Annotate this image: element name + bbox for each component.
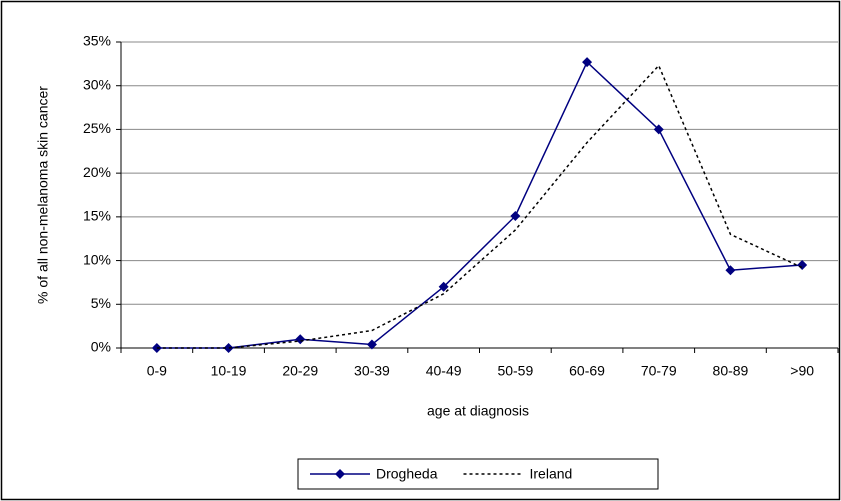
x-tick-label: 20-29	[282, 363, 318, 379]
y-tick-label: 35%	[83, 33, 111, 49]
x-tick-label: 60-69	[569, 363, 605, 379]
legend-label: Drogheda	[376, 466, 438, 482]
x-tick-label: 50-59	[497, 363, 533, 379]
x-tick-label: 30-39	[354, 363, 390, 379]
data-point	[438, 281, 449, 292]
x-tick-label: 40-49	[426, 363, 462, 379]
x-tick-label: >90	[790, 363, 814, 379]
series-line	[156, 60, 803, 349]
y-axis-title: % of all non-melanoma skin cancer	[35, 86, 51, 304]
x-tick-label: 0-9	[147, 363, 167, 379]
y-tick-label: 10%	[83, 251, 111, 267]
data-point	[366, 339, 377, 350]
y-tick-label: 20%	[83, 164, 111, 180]
y-tick-label: 5%	[91, 295, 111, 311]
x-axis-title: age at diagnosis	[427, 403, 529, 419]
legend-marker	[335, 469, 345, 479]
y-tick-label: 30%	[83, 76, 111, 92]
x-tick-label: 10-19	[211, 363, 247, 379]
data-point	[797, 259, 808, 270]
data-point	[653, 124, 664, 135]
data-point	[223, 343, 234, 353]
y-tick-label: 0%	[91, 339, 111, 355]
y-tick-label: 15%	[83, 208, 111, 224]
data-point	[510, 210, 521, 221]
data-point	[295, 334, 306, 345]
y-tick-label: 25%	[83, 120, 111, 136]
data-point	[582, 57, 593, 68]
series-line	[156, 64, 803, 349]
data-point	[725, 265, 736, 276]
legend-label: Ireland	[530, 466, 573, 482]
x-tick-label: 70-79	[641, 363, 677, 379]
x-tick-label: 80-89	[713, 363, 749, 379]
